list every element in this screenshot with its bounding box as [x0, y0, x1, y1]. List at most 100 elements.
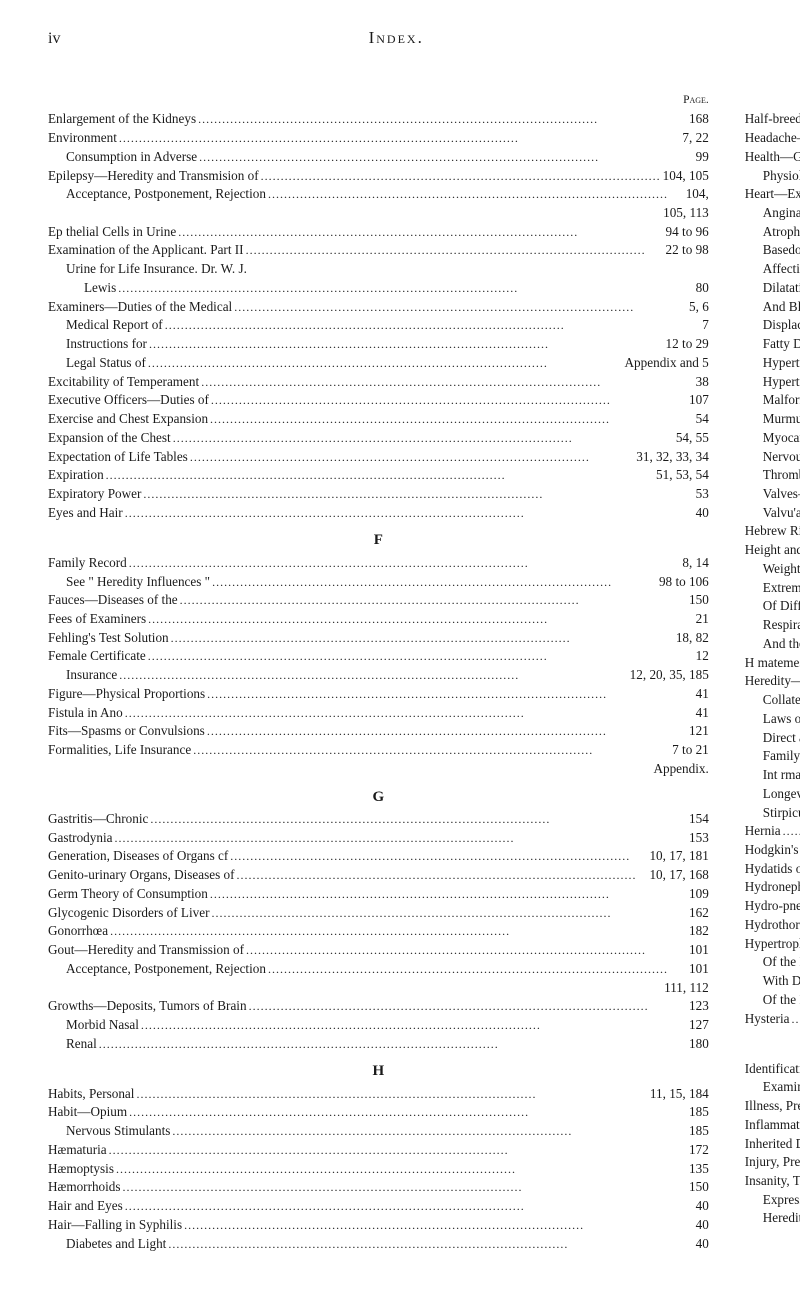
dot-leader: [123, 505, 696, 522]
section-letter: H: [48, 1061, 709, 1082]
index-entry-label: Heredity—Transmission of Diseases: [745, 672, 800, 691]
index-entry: Genito-urinary Organs, Diseases of 10, 1…: [48, 866, 709, 885]
dot-leader: [232, 299, 689, 316]
index-entry: Morbid Nasal 127: [48, 1016, 709, 1035]
index-entry-label: Basedow's Disease: [763, 241, 800, 260]
dot-leader: [235, 867, 650, 884]
index-entry: Hydatids of the Liver 166: [745, 860, 800, 879]
index-entry: Expiration 51, 53, 54: [48, 466, 709, 485]
index-entry: Illness, Previous Serious 182: [745, 1097, 800, 1116]
dot-leader: [244, 942, 689, 959]
dot-leader: [210, 574, 659, 591]
dot-leader: [104, 467, 656, 484]
index-entry-page: 10, 17, 168: [649, 866, 708, 885]
index-entry-label: Examiners—Duties of the Medical: [48, 298, 232, 317]
index-entry: Fehling's Test Solution 18, 82: [48, 629, 709, 648]
index-entry: Hypertrophy 144: [745, 354, 800, 373]
dot-leader: [170, 1123, 689, 1140]
index-entry: Int rmarriage of Races 98, 99: [745, 766, 800, 785]
index-entry-label: Weight and Chest-girth: [763, 560, 800, 579]
index-entry: Fatty Degneration 147: [745, 335, 800, 354]
index-entry-label: Medical Report of: [66, 316, 163, 335]
left-column: Page. Enlargement of the Kidneys 168Envi…: [48, 92, 709, 1253]
dot-leader: [191, 742, 672, 759]
index-entry: Exercise and Chest Expansion 54: [48, 410, 709, 429]
index-entry-label: Ep thelial Cells in Urine: [48, 223, 176, 242]
index-entry-label: Habit—Opium: [48, 1103, 127, 1122]
index-entry: Acceptance, Postponement, Rejection 101: [48, 960, 709, 979]
index-entry: Atrophy 147: [745, 223, 800, 242]
index-entry-page: 172: [689, 1141, 709, 1160]
index-entry-label: Inflammation, Spinal: [745, 1116, 800, 1135]
index-entry-label: Expansion of the Chest: [48, 429, 171, 448]
index-entry-page: 135: [689, 1160, 709, 1179]
dot-leader: [166, 1236, 695, 1253]
index-entry-label: Insurance: [66, 666, 117, 685]
index-entry: Hysteria 120: [745, 1010, 800, 1029]
index-entry: Hydro-pneumo-thorax 135: [745, 897, 800, 916]
index-entry: Headache—Causes and Varieties 119: [745, 129, 800, 148]
index-entry: And Blood Vessels—Diseases of 136 t · 15…: [745, 298, 800, 317]
index-entry-page: 154: [689, 810, 709, 829]
index-entry: Health—General Record 11, 12, 15, 182: [745, 148, 800, 167]
index-entry-label: Executive Officers—Duties of: [48, 391, 209, 410]
index-entry-label: Growths—Deposits, Tumors of Brain: [48, 997, 247, 1016]
index-entry-continuation: Appendix.: [48, 760, 709, 779]
index-entry-page: 40: [696, 504, 709, 523]
index-entry-page: 107: [689, 391, 709, 410]
index-entry: Weight and Chest-girth 16, 49, 50: [745, 560, 800, 579]
dot-leader: [266, 186, 686, 203]
index-entry: Angina Pectoris 148: [745, 204, 800, 223]
dot-leader: [116, 280, 695, 297]
index-entry: Renal 180: [48, 1035, 709, 1054]
index-entry-label: And the Pulse: [763, 635, 800, 654]
index-entry: Direct and Indirect 99: [745, 729, 800, 748]
index-entry-label: Family Record: [48, 554, 127, 573]
index-entry-label: Hysteria: [745, 1010, 790, 1029]
index-entry-label: H matemesis: [745, 654, 800, 673]
index-columns: Page. Enlargement of the Kidneys 168Envi…: [48, 92, 752, 1253]
index-entry-label: Valvu'ar Lesions of: [763, 504, 800, 523]
index-entry-page: 54, 55: [676, 429, 709, 448]
index-entry-label: And Blood Vessels—Diseases of: [763, 298, 800, 317]
dot-leader: [205, 723, 689, 740]
index-entry: Epilepsy—Heredity and Transmision of 104…: [48, 167, 709, 186]
index-entry-page: 53: [696, 485, 709, 504]
index-entry-label: Longevity of Ancestors: [763, 785, 800, 804]
index-entry: Ep thelial Cells in Urine 94 to 96: [48, 223, 709, 242]
index-entry: Nervous Stimulants 185: [48, 1122, 709, 1141]
index-entry-label: Female Certificate: [48, 647, 146, 666]
dot-leader: [781, 823, 800, 840]
index-entry-label: Fits—Spasms or Convulsions: [48, 722, 205, 741]
section-letter: F: [48, 530, 709, 551]
index-entry: Insurance 12, 20, 35, 185: [48, 666, 709, 685]
index-entry-page: 51, 53, 54: [656, 466, 709, 485]
index-entry-label: Affections, Complexion in: [763, 260, 800, 279]
index-entry: Gastritis—Chronic 154: [48, 810, 709, 829]
index-entry: Hæmoptysis 135: [48, 1160, 709, 1179]
index-entry-page: 153: [689, 829, 709, 848]
index-entry-label: Lewis: [84, 279, 116, 298]
index-entry: Diabetes and Light 40: [48, 1235, 709, 1254]
index-entry-label: Gonorrhœa: [48, 922, 108, 941]
dot-leader: [139, 1017, 689, 1034]
right-column: Page. Half-breeds and Negroes 183Headach…: [745, 92, 800, 1253]
index-entry-label: Of the Heart, Countenance: [763, 991, 800, 1010]
index-entry-page: 127: [689, 1016, 709, 1035]
page-number: iv: [48, 30, 60, 48]
dot-leader: [182, 1217, 696, 1234]
index-entry: Fauces—Diseases of the 150: [48, 591, 709, 610]
dot-leader: [97, 1036, 689, 1053]
index-entry-label: Hydronephrosis: [745, 878, 800, 897]
dot-leader: [266, 961, 689, 978]
dot-leader: [247, 998, 689, 1015]
index-entry-label: Fauces—Diseases of the: [48, 591, 178, 610]
index-entry-continuation: 111, 112: [48, 979, 709, 998]
index-entry-label: Hæmorrhoids: [48, 1178, 121, 1197]
index-entry-label: Gastrodynia: [48, 829, 112, 848]
index-entry-page: 8, 14: [682, 554, 708, 573]
dot-leader: [147, 336, 666, 353]
index-entry: Habit—Opium 185: [48, 1103, 709, 1122]
index-entry-label: Headache—Causes and Varieties: [745, 129, 800, 148]
dot-leader: [134, 1086, 649, 1103]
